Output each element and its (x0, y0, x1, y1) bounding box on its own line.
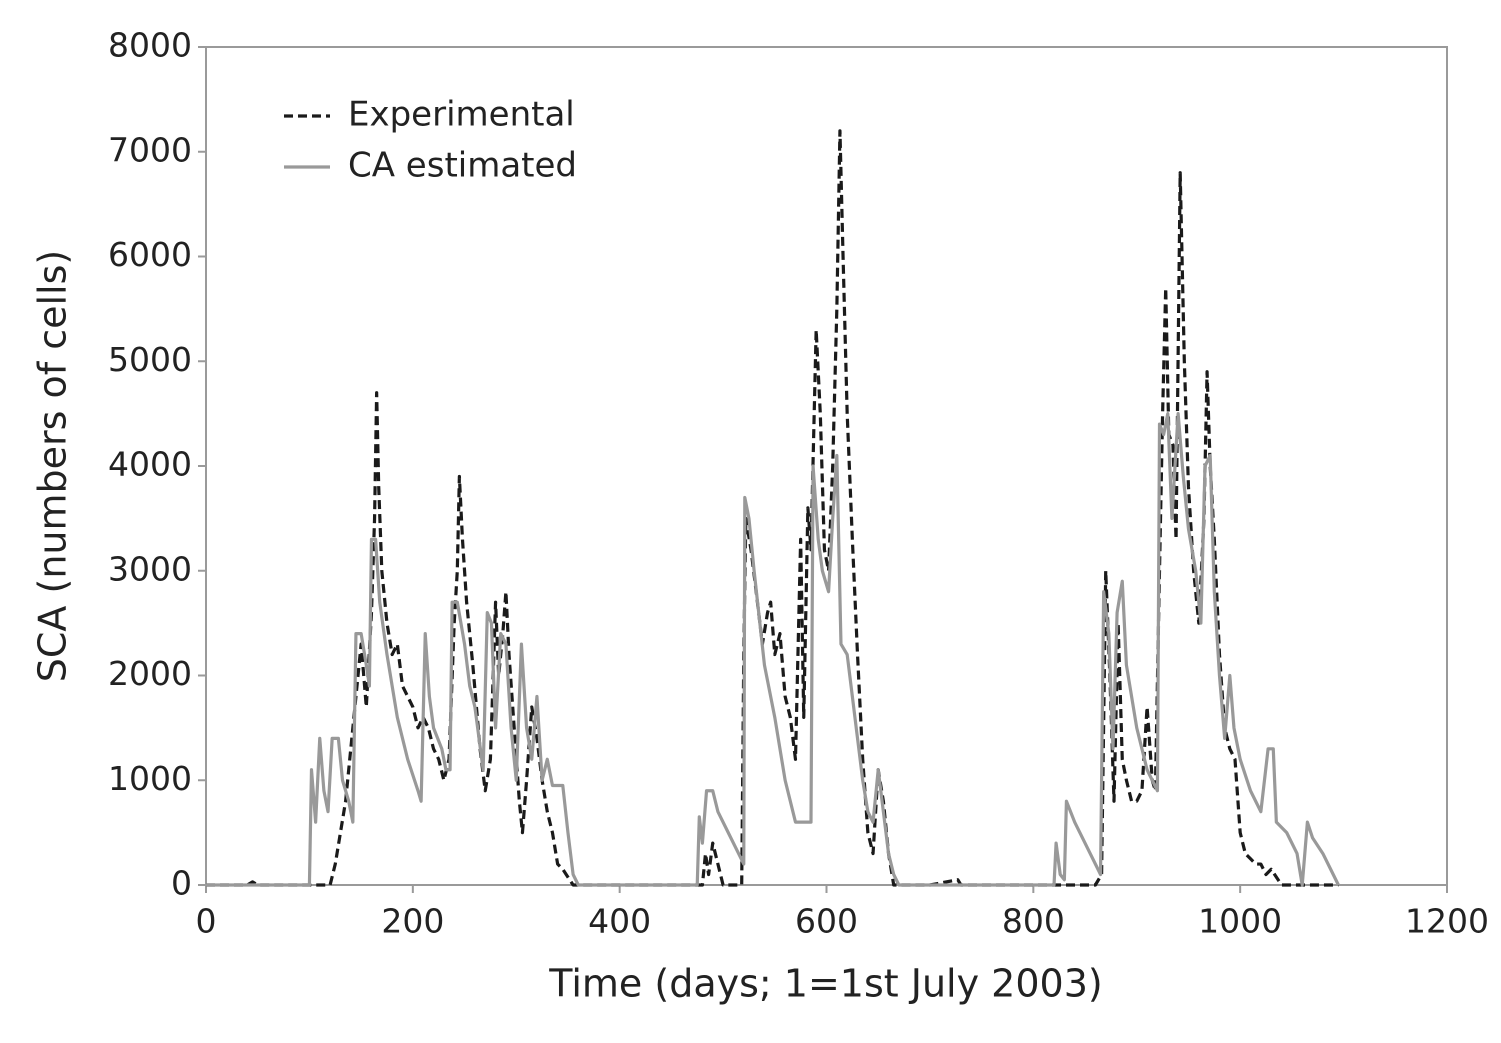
y-tick-label: 0 (171, 864, 192, 903)
y-tick-label: 2000 (108, 654, 192, 693)
x-tick-label: 400 (588, 902, 651, 941)
y-tick-label: 7000 (108, 130, 192, 169)
y-tick-label: 5000 (108, 340, 192, 379)
legend-label: Experimental (348, 95, 575, 135)
y-tick-label: 6000 (108, 235, 192, 274)
y-tick-label: 8000 (108, 26, 192, 65)
series-line (206, 412, 1340, 887)
x-tick-label: 1000 (1198, 902, 1282, 941)
x-tick-label: 0 (196, 902, 217, 941)
y-tick-label: 1000 (108, 759, 192, 798)
y-tick-label: 3000 (108, 549, 192, 588)
y-axis-label: SCA (numbers of cells) (31, 250, 75, 682)
x-tick-label: 600 (795, 902, 858, 941)
y-tick-label: 4000 (108, 445, 192, 484)
x-axis-label: Time (days; 1=1st July 2003) (548, 962, 1102, 1006)
legend-label: CA estimated (348, 146, 577, 186)
x-tick-label: 200 (381, 902, 444, 941)
x-tick-label: 1200 (1405, 902, 1489, 941)
x-tick-label: 800 (1002, 902, 1065, 941)
